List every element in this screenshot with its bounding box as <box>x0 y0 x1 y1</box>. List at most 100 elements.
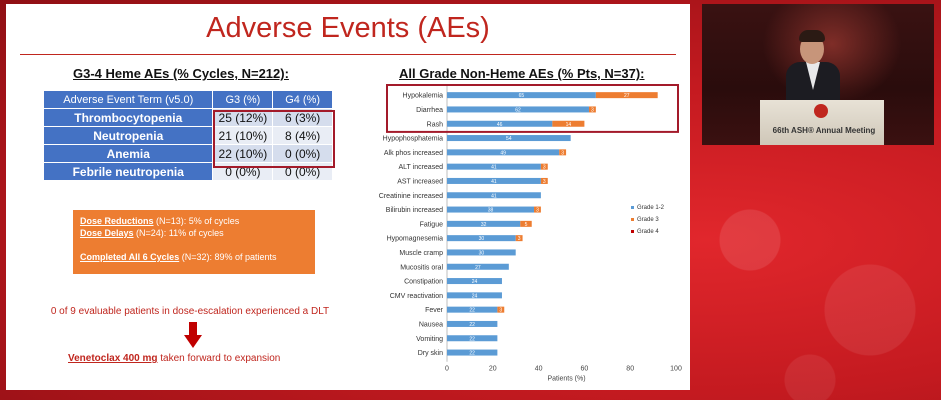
bar-data-label: 65 <box>519 93 525 99</box>
term-cell: Anemia <box>42 144 214 163</box>
speaker-hair <box>799 30 825 42</box>
table-row: Anemia 22 (10%) 0 (0%) <box>42 144 333 163</box>
bar-data-label: 49 <box>500 150 506 156</box>
bar-grade-1-2 <box>447 120 553 127</box>
category-label: AST increased <box>397 178 443 185</box>
dose-delays-value: (N=24): 11% of cycles <box>133 228 224 238</box>
category-label: CMV reactivation <box>390 293 443 300</box>
g4-cell: 0 (0%) <box>272 144 333 163</box>
col-g3: G3 (%) <box>212 90 274 109</box>
table-row: Thrombocytopenia 25 (12%) 6 (3%) <box>42 108 333 127</box>
completed-cycles-label: Completed All 6 Cycles <box>80 252 180 262</box>
bar-grade-1-2 <box>447 292 502 299</box>
term-cell: Febrile neutropenia <box>42 162 214 181</box>
bar-grade-3 <box>497 306 505 313</box>
dose-reductions-value: (N=13): 5% of cycles <box>153 216 240 226</box>
bar-grade-1-2 <box>447 249 516 256</box>
bar-grade-3 <box>515 235 523 242</box>
dose-summary-box: Dose Reductions (N=13): 5% of cycles Dos… <box>73 210 315 274</box>
speaker-video: 66th ASH® Annual Meeting <box>702 4 934 145</box>
stage-decoration <box>690 150 941 400</box>
bar-grade-1-2 <box>447 235 516 242</box>
bar-data-label: 38 <box>488 208 494 214</box>
x-axis-label: Patients (%) <box>547 376 585 383</box>
legend-swatch <box>631 218 634 221</box>
bar-grade-3 <box>540 177 548 184</box>
bar-grade-1-2 <box>447 263 509 270</box>
legend-entry: Grade 4 <box>637 229 659 235</box>
bar-data-label: 3 <box>499 308 502 314</box>
bar-data-label: 54 <box>506 136 512 142</box>
dose-reductions-line: Dose Reductions (N=13): 5% of cycles <box>80 215 308 227</box>
x-tick-label: 60 <box>581 366 589 373</box>
bar-data-label: 22 <box>469 351 475 357</box>
category-label: Dry skin <box>418 350 443 357</box>
bar-data-label: 22 <box>469 336 475 342</box>
category-label: Muscle cramp <box>399 250 443 257</box>
bar-data-label: 22 <box>469 322 475 328</box>
bar-data-label: 41 <box>491 179 497 185</box>
category-label: Diarrhea <box>416 107 443 114</box>
bar-grade-1-2 <box>447 135 571 142</box>
heme-table-header: G3-4 Heme AEs (% Cycles, N=212): <box>73 66 289 81</box>
bar-grade-3 <box>552 120 585 127</box>
category-label: Bilirubin increased <box>386 207 443 214</box>
category-label: Alk phos increased <box>384 150 443 157</box>
x-tick-label: 100 <box>670 366 682 373</box>
bar-grade-1-2 <box>447 92 596 99</box>
x-tick-label: 20 <box>489 366 497 373</box>
bar-grade-3 <box>520 220 532 227</box>
col-term: Adverse Event Term (v5.0) <box>42 90 214 109</box>
x-tick-label: 40 <box>535 366 543 373</box>
col-g4: G4 (%) <box>272 90 333 109</box>
ash-logo-icon <box>814 104 828 118</box>
bar-data-label: 3 <box>543 179 546 185</box>
table-header-row: Adverse Event Term (v5.0) G3 (%) G4 (%) <box>42 90 333 109</box>
bar-grade-1-2 <box>447 320 498 327</box>
category-label: Creatinine increased <box>379 193 443 200</box>
term-cell: Neutropenia <box>42 126 214 145</box>
table-row: Neutropenia 21 (10%) 8 (4%) <box>42 126 333 145</box>
slide-title: Adverse Events (AEs) <box>206 12 490 44</box>
bar-grade-1-2 <box>447 278 502 285</box>
bar-grade-1-2 <box>447 177 541 184</box>
bar-data-label: 24 <box>472 293 478 299</box>
nonheme-chart-header: All Grade Non-Heme AEs (% Pts, N=37): <box>399 66 645 81</box>
g4-cell: 6 (3%) <box>272 108 333 127</box>
legend-entry: Grade 1-2 <box>637 205 665 211</box>
bar-grade-1-2 <box>447 306 498 313</box>
venetoclax-statement: Venetoclax 400 mg taken forward to expan… <box>68 353 280 364</box>
bar-data-label: 3 <box>536 208 539 214</box>
x-tick-label: 0 <box>445 366 449 373</box>
bar-data-label: 3 <box>561 150 564 156</box>
bar-data-label: 41 <box>491 193 497 199</box>
category-label: Fatigue <box>420 221 443 228</box>
g3-cell: 25 (12%) <box>212 108 274 127</box>
bar-grade-1-2 <box>447 149 560 156</box>
category-label: Vomiting <box>416 336 443 343</box>
bar-data-label: 3 <box>518 236 521 242</box>
bar-grade-1-2 <box>447 220 521 227</box>
bar-grade-3 <box>559 149 567 156</box>
bar-grade-1-2 <box>447 163 541 170</box>
dose-delays-label: Dose Delays <box>80 228 134 238</box>
category-label: Rash <box>427 121 443 128</box>
legend-entry: Grade 3 <box>637 217 659 223</box>
bar-data-label: 24 <box>472 279 478 285</box>
category-label: Constipation <box>404 279 443 286</box>
bar-grade-1-2 <box>447 106 589 113</box>
bar-grade-3 <box>588 106 596 113</box>
dose-delays-line: Dose Delays (N=24): 11% of cycles <box>80 227 308 239</box>
venetoclax-dose: Venetoclax 400 mg <box>68 353 158 364</box>
bar-data-label: 30 <box>479 250 485 256</box>
legend-swatch <box>631 206 634 209</box>
legend-swatch <box>631 230 634 233</box>
bar-data-label: 46 <box>497 122 503 128</box>
category-label: Hypophosphatemia <box>383 136 443 143</box>
category-label: Hypomagnesemia <box>387 236 444 243</box>
bar-grade-1-2 <box>447 192 541 199</box>
bar-grade-1-2 <box>447 335 498 342</box>
term-cell: Thrombocytopenia <box>42 108 214 127</box>
bar-data-label: 27 <box>624 93 630 99</box>
bar-grade-1-2 <box>447 349 498 356</box>
